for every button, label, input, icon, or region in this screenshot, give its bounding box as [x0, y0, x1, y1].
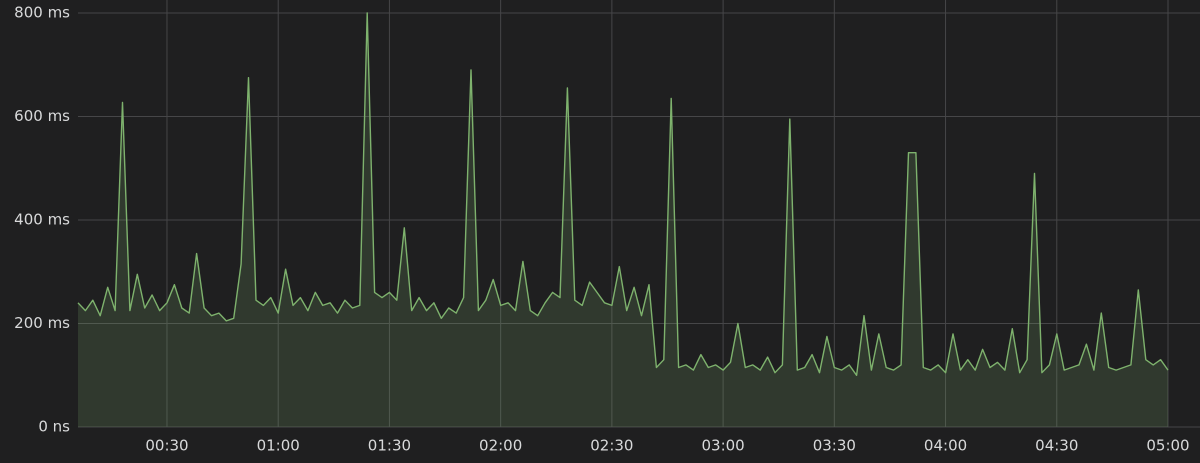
x-tick-label: 01:00 [257, 437, 300, 455]
y-tick-label: 400 ms [14, 211, 70, 229]
area-fill [78, 13, 1168, 427]
x-tick-label: 04:00 [924, 437, 967, 455]
x-tick-label: 04:30 [1035, 437, 1078, 455]
y-tick-label: 600 ms [14, 107, 70, 125]
x-tick-label: 02:30 [590, 437, 633, 455]
x-tick-label: 03:30 [813, 437, 856, 455]
x-tick-label: 05:00 [1146, 437, 1189, 455]
y-tick-label: 0 ns [38, 418, 70, 436]
x-tick-label: 02:00 [479, 437, 522, 455]
series-line [77, 12, 1169, 376]
y-tick-label: 800 ms [14, 4, 70, 22]
x-tick-label: 03:00 [701, 437, 744, 455]
y-tick-label: 200 ms [14, 314, 70, 332]
x-tick-label: 00:30 [145, 437, 188, 455]
x-tick-label: 01:30 [368, 437, 411, 455]
